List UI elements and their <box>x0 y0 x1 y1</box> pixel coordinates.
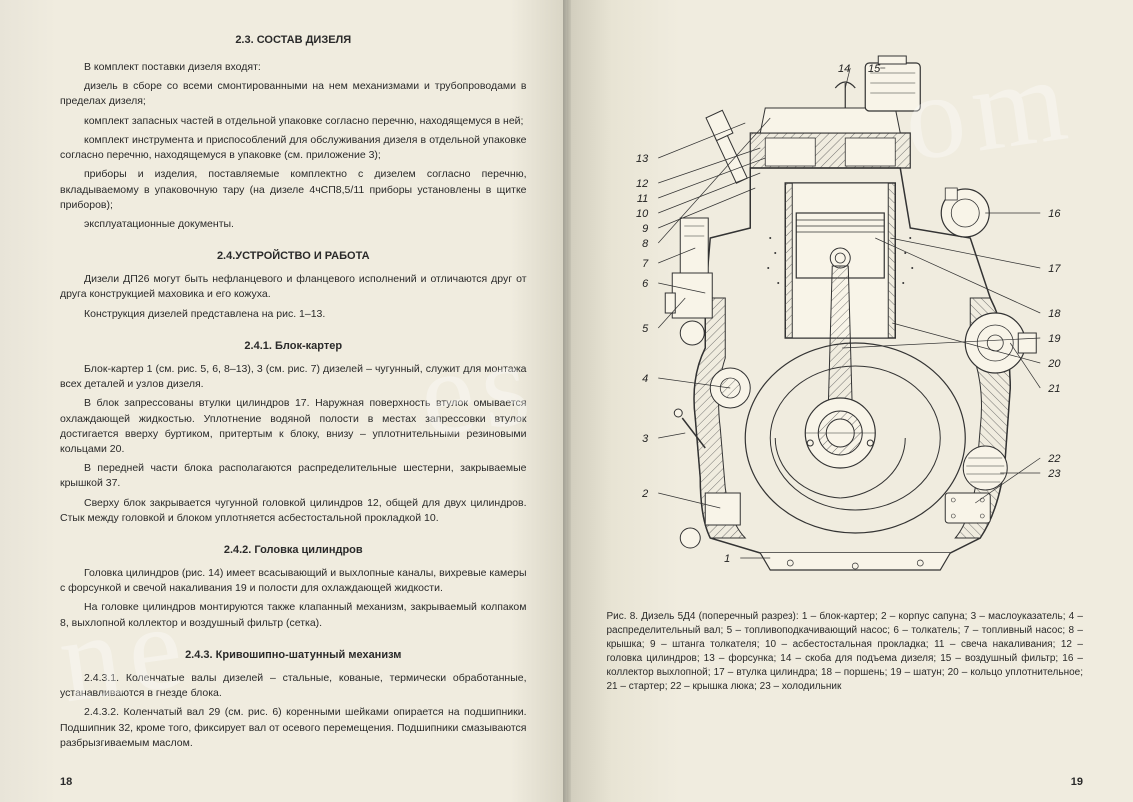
svg-text:5: 5 <box>642 323 649 335</box>
figure-caption: Рис. 8. Дизель 5Д4 (поперечный разрез): … <box>607 610 1084 694</box>
svg-text:6: 6 <box>642 278 649 290</box>
page-number-left: 18 <box>60 776 72 788</box>
paragraph: На головке цилиндров монтируются также к… <box>60 600 527 630</box>
left-page: 2.3. СОСТАВ ДИЗЕЛЯ В комплект поставки д… <box>0 0 567 802</box>
section-241-title: 2.4.1. Блок-картер <box>60 340 527 352</box>
section-23-title: 2.3. СОСТАВ ДИЗЕЛЯ <box>60 34 527 46</box>
paragraph: В передней части блока располагаются рас… <box>60 461 527 491</box>
paragraph: В блок запрессованы втулки цилиндров 17.… <box>60 396 527 457</box>
engine-diagram: 1312111098765432114151617181920212223 <box>607 38 1084 598</box>
paragraph: Сверху блок закрывается чугунной головко… <box>60 496 527 526</box>
svg-text:4: 4 <box>642 373 648 385</box>
paragraph: приборы и изделия, поставляемые комплект… <box>60 167 527 213</box>
paragraph: комплект запасных частей в отдельной упа… <box>60 114 527 129</box>
svg-text:8: 8 <box>642 238 649 250</box>
svg-text:17: 17 <box>1048 263 1061 275</box>
svg-text:21: 21 <box>1047 383 1060 395</box>
paragraph: Блок-картер 1 (см. рис. 5, 6, 8–13), 3 (… <box>60 362 527 392</box>
svg-text:13: 13 <box>636 153 649 165</box>
paragraph: 2.4.3.2. Коленчатый вал 29 (см. рис. 6) … <box>60 705 527 751</box>
paragraph: 2.4.3.1. Коленчатые валы дизелей – сталь… <box>60 671 527 701</box>
section-242-title: 2.4.2. Головка цилиндров <box>60 544 527 556</box>
paragraph: дизель в сборе со всеми смонтированными … <box>60 79 527 109</box>
right-page: 1312111098765432114151617181920212223 Ри… <box>567 0 1133 802</box>
svg-text:7: 7 <box>642 258 649 270</box>
paragraph: комплект инструмента и приспособлений дл… <box>60 133 527 163</box>
svg-text:15: 15 <box>868 63 881 75</box>
svg-text:20: 20 <box>1047 358 1061 370</box>
svg-text:16: 16 <box>1048 208 1061 220</box>
svg-text:19: 19 <box>1048 333 1060 345</box>
svg-text:1: 1 <box>724 553 730 565</box>
section-24-title: 2.4.УСТРОЙСТВО И РАБОТА <box>60 250 527 262</box>
svg-text:2: 2 <box>641 488 648 500</box>
section-243-title: 2.4.3. Кривошипно-шатунный механизм <box>60 649 527 661</box>
svg-text:10: 10 <box>636 208 649 220</box>
svg-text:14: 14 <box>838 63 850 75</box>
paragraph: Головка цилиндров (рис. 14) имеет всасыв… <box>60 566 527 596</box>
paragraph: Конструкция дизелей представлена на рис.… <box>60 307 527 322</box>
paragraph: эксплуатационные документы. <box>60 217 527 232</box>
paragraph: Дизели ДП26 могут быть нефланцевого и фл… <box>60 272 527 302</box>
svg-text:23: 23 <box>1047 468 1061 480</box>
engine-cross-section-svg: 1312111098765432114151617181920212223 <box>607 38 1084 598</box>
book-spine <box>563 0 571 802</box>
svg-text:12: 12 <box>636 178 648 190</box>
svg-text:22: 22 <box>1047 453 1060 465</box>
svg-text:3: 3 <box>642 433 649 445</box>
svg-text:9: 9 <box>642 223 648 235</box>
svg-text:18: 18 <box>1048 308 1061 320</box>
page-number-right: 19 <box>1071 776 1083 788</box>
paragraph: В комплект поставки дизеля входят: <box>60 60 527 75</box>
svg-text:11: 11 <box>636 193 647 205</box>
